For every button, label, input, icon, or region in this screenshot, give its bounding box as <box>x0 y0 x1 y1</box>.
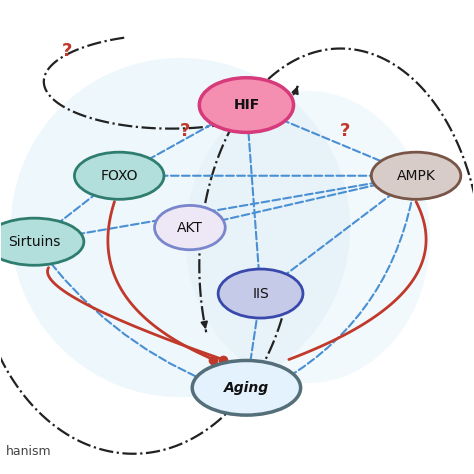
Ellipse shape <box>218 269 303 318</box>
Text: ?: ? <box>180 122 191 140</box>
Text: HIF: HIF <box>233 98 260 112</box>
Text: AKT: AKT <box>177 220 203 235</box>
Text: Aging: Aging <box>224 381 269 395</box>
Text: ?: ? <box>340 122 351 140</box>
Text: ?: ? <box>62 42 73 60</box>
Ellipse shape <box>11 58 350 397</box>
Text: AMPK: AMPK <box>397 169 436 183</box>
Ellipse shape <box>185 91 430 383</box>
Ellipse shape <box>74 152 164 199</box>
Ellipse shape <box>192 360 301 415</box>
Text: hanism: hanism <box>6 446 52 458</box>
Ellipse shape <box>0 218 84 265</box>
Text: Sirtuins: Sirtuins <box>8 235 61 249</box>
Ellipse shape <box>199 78 293 132</box>
Text: FOXO: FOXO <box>100 169 138 183</box>
Ellipse shape <box>155 205 225 250</box>
Ellipse shape <box>371 152 461 199</box>
Text: IIS: IIS <box>252 287 269 301</box>
